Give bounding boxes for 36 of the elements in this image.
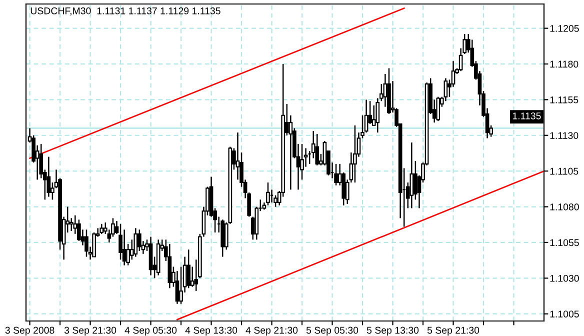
candlestick: [134, 228, 138, 258]
y-tick-label: 1.1180: [550, 60, 578, 68]
x-tick-label: 5 Sep 13:30: [366, 326, 419, 336]
candlestick: [353, 124, 357, 184]
x-tick-label: 3 Sep 2008: [5, 326, 54, 336]
x-tick-label: 3 Sep 21:30: [64, 326, 116, 336]
x-tick-label: 4 Sep 21:30: [246, 326, 298, 336]
x-tick-label: 5 Sep 21:30: [427, 326, 480, 336]
candlestick: [315, 133, 320, 166]
candlestick: [84, 228, 88, 258]
candlestick: [334, 163, 338, 186]
candlestick: [69, 218, 74, 232]
candlestick: [77, 218, 81, 242]
candlestick: [376, 98, 380, 134]
candlestick: [175, 270, 180, 304]
y-tick-label: 1.1130: [550, 132, 578, 139]
candlestick: [138, 228, 142, 252]
candlestick: [46, 156, 51, 198]
y-tick-label: 1.1005: [550, 310, 579, 318]
y-tick-label: 1.1055: [550, 239, 579, 246]
x-tick-label: 4 Sep 13:30: [185, 326, 238, 336]
candlestick: [410, 142, 414, 209]
x-tick-label: 4 Sep 05:30: [124, 326, 177, 336]
candlestick: [92, 232, 96, 258]
y-tick-label: 1.1155: [550, 96, 578, 104]
candlestick: [266, 182, 270, 206]
x-tick-label: 5 Sep 05:30: [306, 326, 358, 336]
chart-title: USDCHF,M30 1.1131 1.1137 1.1129 1.1135: [30, 7, 220, 16]
candlestick: [186, 248, 190, 289]
y-tick-label: 1.1080: [550, 204, 579, 210]
ref-line-label: 1.1135: [512, 112, 541, 120]
y-tick-label: 1.1205: [550, 25, 579, 32]
y-tick-label: 1.1030: [550, 274, 579, 282]
y-tick-label: 1.1105: [550, 168, 578, 175]
candlestick: [436, 96, 440, 122]
candlestick: [100, 223, 104, 235]
